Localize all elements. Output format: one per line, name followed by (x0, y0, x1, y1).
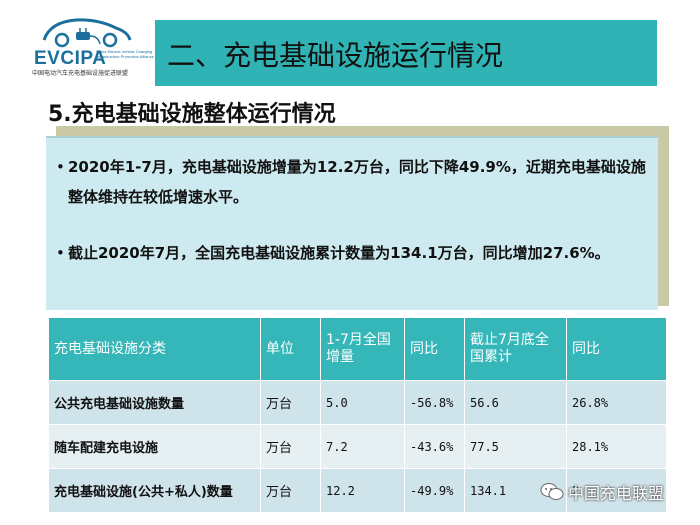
table-cell: -43.6% (404, 424, 465, 469)
table-row: 公共充电基础设施数量 万台 5.0 -56.8% 56.6 26.8% (48, 380, 667, 425)
column-header: 截止7月底全国累计 (464, 317, 567, 381)
bullet-dot: • (56, 244, 65, 262)
bullet-dot: • (56, 158, 65, 176)
car-plug-icon (42, 18, 132, 48)
section-title: 5.充电基础设施整体运行情况 (48, 102, 336, 127)
bullet-item: • 2020年1-7月，充电基础设施增量为12.2万台，同比下降49.9%，近期… (56, 152, 648, 212)
table-cell: 26.8% (566, 380, 667, 425)
table-cell: -49.9% (404, 468, 465, 513)
table-cell: 56.6 (464, 380, 567, 425)
column-header: 充电基础设施分类 (48, 317, 261, 381)
column-header: 同比 (566, 317, 667, 381)
watermark-text: 中国充电联盟 (568, 484, 665, 503)
table-cell: 万台 (260, 468, 321, 513)
table-cell: 随车配建充电设施 (48, 424, 261, 469)
title-bar: 二、充电基础设施运行情况 (155, 20, 657, 86)
bullet-text: 截止2020年7月，全国充电基础设施累计数量为134.1万台，同比增加27.6%… (68, 244, 610, 262)
table-cell: 万台 (260, 424, 321, 469)
table-cell: 5.0 (320, 380, 405, 425)
logo-subtitle-cn: 中国电动汽车充电基础设施促进联盟 (32, 70, 129, 77)
table-cell: 7.2 (320, 424, 405, 469)
evcipa-logo: EVCIPA China Electric Vehicle Charging I… (28, 14, 154, 77)
column-header: 1-7月全国增量 (320, 317, 405, 381)
table-cell: 2 (566, 468, 667, 513)
logo-brand: EVCIPA (34, 48, 107, 69)
table-cell: 公共充电基础设施数量 (48, 380, 261, 425)
table-header-row: 充电基础设施分类 单位 1-7月全国增量 同比 截止7月底全国累计 同比 (48, 317, 667, 381)
column-header: 单位 (260, 317, 321, 381)
bullet-item: • 截止2020年7月，全国充电基础设施累计数量为134.1万台，同比增加27.… (56, 238, 648, 268)
table-cell: 28.1% (566, 424, 667, 469)
table-cell: 77.5 (464, 424, 567, 469)
table-cell: 12.2 (320, 468, 405, 513)
summary-box: • 2020年1-7月，充电基础设施增量为12.2万台，同比下降49.9%，近期… (46, 136, 658, 310)
table-row: 随车配建充电设施 万台 7.2 -43.6% 77.5 28.1% (48, 424, 667, 469)
bullet-text: 2020年1-7月，充电基础设施增量为12.2万台，同比下降49.9%，近期充电… (68, 158, 646, 206)
logo-subtitle-en: China Electric Vehicle Charging Infrastr… (96, 49, 154, 59)
table-cell: 万台 (260, 380, 321, 425)
table-row: 充电基础设施(公共+私人)数量 万台 12.2 -49.9% 134.1 2 (48, 468, 667, 513)
wechat-icon (540, 483, 564, 500)
charging-infrastructure-table: 充电基础设施分类 单位 1-7月全国增量 同比 截止7月底全国累计 同比 公共充… (48, 317, 667, 513)
table-cell: 充电基础设施(公共+私人)数量 (48, 468, 261, 513)
table-cell: -56.8% (404, 380, 465, 425)
page-title: 二、充电基础设施运行情况 (167, 39, 504, 72)
column-header: 同比 (404, 317, 465, 381)
